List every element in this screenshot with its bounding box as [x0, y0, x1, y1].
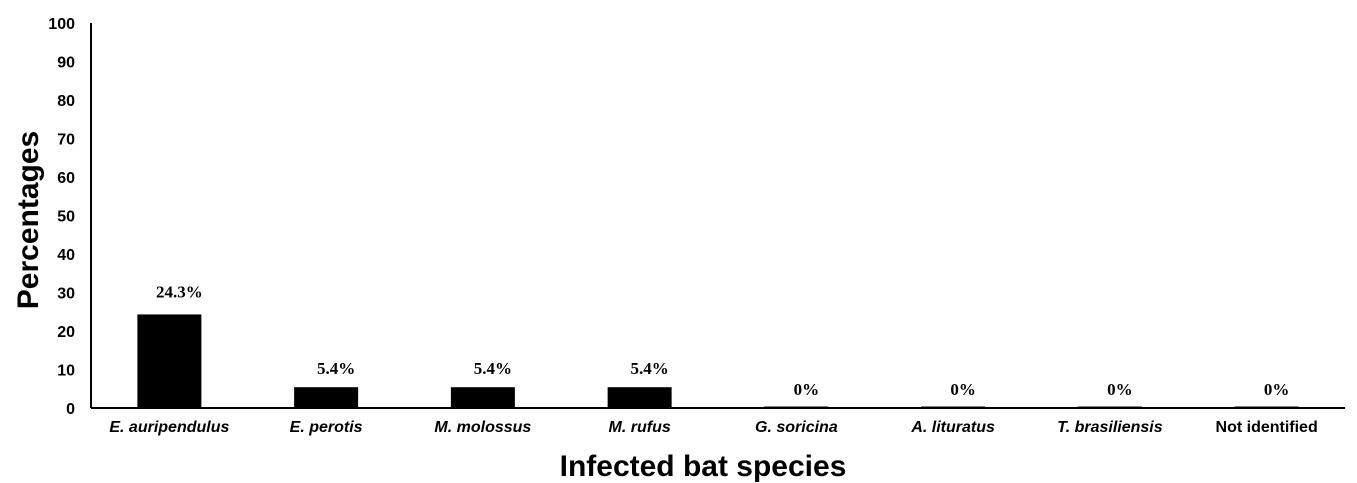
bar — [137, 314, 202, 408]
bar — [450, 387, 515, 408]
x-tick-label: M. rufus — [609, 419, 671, 436]
data-label: 0% — [1264, 380, 1290, 399]
data-label: 0% — [794, 380, 820, 399]
bar — [294, 387, 359, 408]
data-label: 5.4% — [317, 359, 355, 378]
x-tick-label: M. molossus — [434, 419, 531, 436]
y-tick-label: 30 — [57, 286, 75, 303]
bar — [607, 387, 672, 408]
y-tick-label: 20 — [57, 324, 75, 341]
x-tick-label: T. brasiliensis — [1057, 419, 1163, 436]
data-label: 24.3% — [156, 282, 203, 301]
y-axis-title: Percentages — [12, 131, 45, 309]
y-tick-label: 100 — [48, 16, 75, 33]
x-tick-label: G. soricina — [755, 419, 838, 436]
data-label: 5.4% — [631, 359, 669, 378]
y-tick-label: 70 — [57, 132, 75, 149]
y-tick-label: 50 — [57, 209, 75, 226]
x-tick-label: A. lituratus — [910, 419, 995, 436]
data-label: 0% — [950, 380, 976, 399]
y-tick-label: 60 — [57, 170, 75, 187]
y-axis-ticks: 0 10 20 30 40 50 60 70 80 90 100 — [48, 16, 75, 418]
x-tick-label: E. perotis — [290, 419, 363, 436]
y-tick-label: 0 — [66, 401, 75, 418]
data-labels: 24.3% 5.4% 5.4% 5.4% 0% 0% 0% 0% — [156, 282, 1289, 399]
bars — [137, 314, 1299, 408]
y-tick-label: 10 — [57, 363, 75, 380]
x-axis-title: Infected bat species — [560, 450, 847, 483]
y-tick-label: 80 — [57, 93, 75, 110]
x-tick-label: Not identified — [1216, 419, 1318, 436]
x-tick-label: E. auripendulus — [109, 419, 229, 436]
y-tick-label: 40 — [57, 247, 75, 264]
data-label: 5.4% — [474, 359, 512, 378]
x-axis-tick-labels: E. auripendulus E. perotis M. molossus M. r… — [109, 419, 1317, 436]
y-tick-label: 90 — [57, 55, 75, 72]
data-label: 0% — [1107, 380, 1133, 399]
